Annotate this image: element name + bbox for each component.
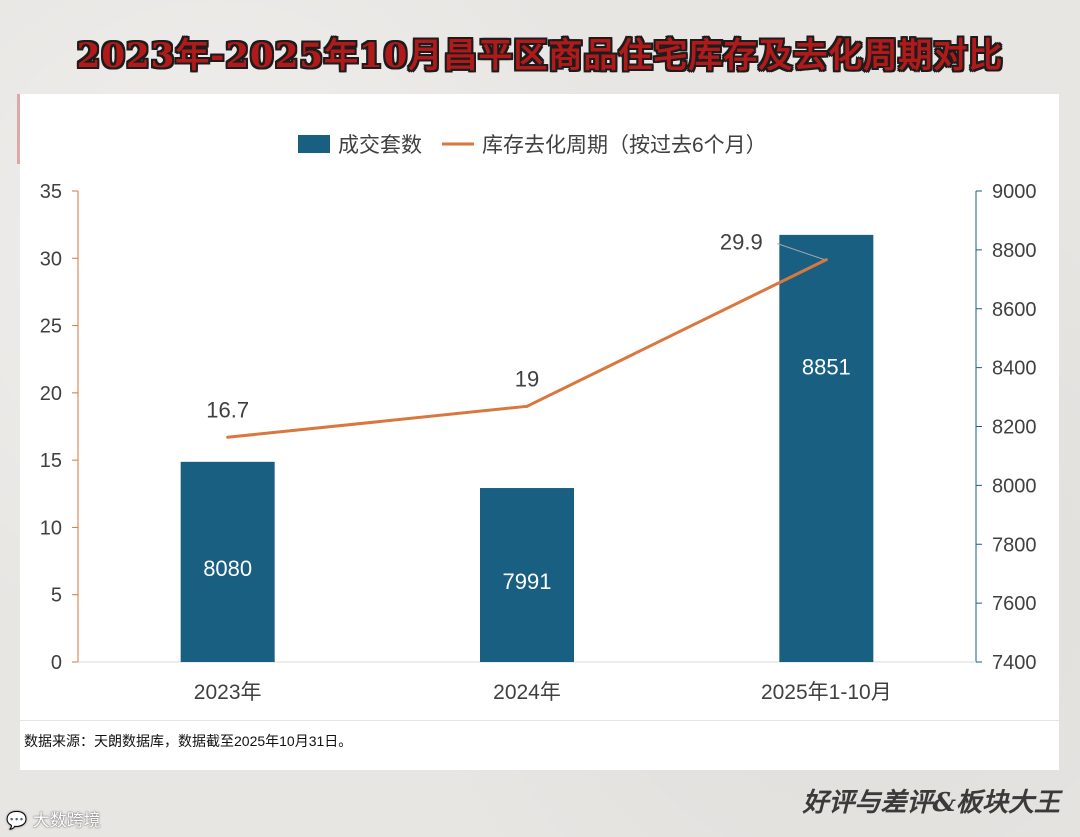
left-axis-tick-label: 15 <box>40 450 62 472</box>
line-point <box>525 404 529 408</box>
chart: 0 5 10 15 20 25 30 35 7400 7600 7800 8000 8200 8400 86… <box>40 134 1037 704</box>
panel-accent <box>17 94 20 164</box>
bar <box>180 461 275 662</box>
source-note: 数据来源：天朗数据库，数据截至2025年10月31日。 <box>20 720 1059 770</box>
brand-logo: 好评与差评&板块大王 <box>802 788 1060 818</box>
bar <box>480 488 574 662</box>
left-axis-tick-label: 20 <box>40 383 62 405</box>
legend-label: 库存去化周期（按过去6个月） <box>482 134 767 157</box>
right-axis-tick-label: 7600 <box>992 593 1037 615</box>
bar-data-label: 7991 <box>503 569 552 594</box>
left-axis-tick-label: 0 <box>51 652 62 674</box>
left-axis-tick-label: 5 <box>51 585 62 607</box>
right-axis-tick-label: 8800 <box>992 240 1037 262</box>
chat-icon: 💬 <box>6 811 28 831</box>
x-axis-tick-label: 2023年 <box>194 681 262 704</box>
left-axis-tick-label: 30 <box>40 248 62 270</box>
right-axis-tick-label: 9000 <box>992 181 1037 203</box>
left-axis-tick-label: 10 <box>40 517 62 539</box>
right-axis-tick-label: 7400 <box>992 652 1037 674</box>
left-axis-tick-label: 35 <box>40 181 62 203</box>
bar-data-label: 8851 <box>802 354 851 379</box>
right-axis-tick-label: 7800 <box>992 534 1037 556</box>
line-data-label: 19 <box>515 366 539 391</box>
platform-logo: 💬 大数跨境 <box>6 806 101 831</box>
line-data-label: 16.7 <box>206 397 249 422</box>
line-point <box>824 258 828 262</box>
line-series <box>227 258 827 439</box>
platform-name: 大数跨境 <box>32 811 101 831</box>
right-axis-tick-label: 8000 <box>992 475 1037 497</box>
right-axis-tick-label: 8200 <box>992 417 1037 439</box>
x-axis-tick-label: 2025年1-10月 <box>761 681 892 704</box>
right-axis-tick-label: 8600 <box>992 299 1037 321</box>
left-axis-tick-label: 25 <box>40 316 62 338</box>
line-data-label: 29.9 <box>720 230 763 255</box>
line-point <box>226 435 230 439</box>
x-axis-tick-label: 2024年 <box>493 681 561 704</box>
right-axis-tick-label: 8400 <box>992 358 1037 380</box>
bar-data-label: 8080 <box>203 556 252 581</box>
legend-label: 成交套数 <box>338 134 422 157</box>
chart-panel: 0 5 10 15 20 25 30 35 7400 7600 7800 8000 8200 8400 86… <box>20 94 1059 770</box>
legend-swatch-bar <box>298 135 330 153</box>
bar <box>779 234 874 662</box>
data-label-leader <box>777 243 825 261</box>
page-title: 2023年-2025年10月昌平区商品住宅库存及去化周期对比 <box>76 36 1004 76</box>
